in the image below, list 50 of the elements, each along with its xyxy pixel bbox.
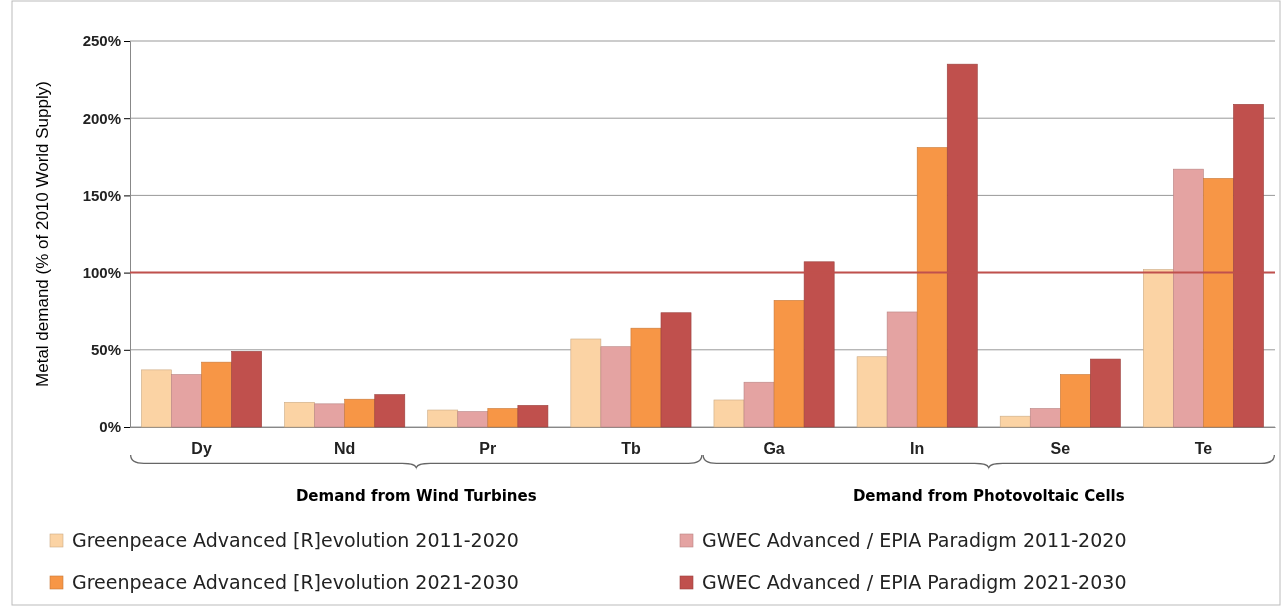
bar — [660, 312, 692, 428]
bar — [427, 409, 459, 428]
legend-label: GWEC Advanced / EPIA Paradigm 2021-2030 — [702, 571, 1127, 593]
bar — [344, 398, 376, 428]
bar — [141, 369, 172, 428]
bar — [231, 351, 262, 428]
bar — [916, 147, 948, 428]
bar — [886, 311, 918, 428]
x-tick-label: Te — [1194, 440, 1213, 458]
bar — [999, 415, 1031, 428]
bar — [517, 405, 549, 428]
legend-label: Greenpeace Advanced [R]evolution 2021-2030 — [72, 571, 519, 593]
y-tick-label: 150% — [82, 186, 121, 204]
y-axis-title: Metal demand (% of 2010 World Supply) — [33, 81, 52, 387]
legend-label: Greenpeace Advanced [R]evolution 2011-2020 — [72, 529, 519, 551]
x-tick-label: Se — [1050, 440, 1071, 458]
bar — [1090, 358, 1121, 428]
x-tick-label: Tb — [621, 440, 641, 458]
bar — [487, 408, 519, 428]
x-tick-label: Ga — [763, 440, 785, 458]
bar — [713, 399, 745, 428]
bar — [743, 381, 775, 428]
text: Demand from Wind Turbines — [295, 487, 537, 505]
text: Demand from Photovoltaic Cells — [852, 487, 1125, 505]
bar — [600, 346, 632, 428]
bar — [201, 361, 232, 428]
y-tick-label: 0% — [99, 418, 121, 436]
bar — [570, 338, 602, 428]
y-tick-label: 200% — [82, 109, 121, 127]
bar — [1203, 178, 1234, 428]
bar — [856, 356, 888, 428]
x-tick-label: In — [910, 440, 925, 458]
bar — [1029, 408, 1061, 428]
bar — [1060, 374, 1091, 428]
y-tick-label: 100% — [82, 263, 121, 281]
bar — [1143, 269, 1174, 428]
x-tick-label: Nd — [334, 440, 356, 458]
y-tick-label: 250% — [82, 32, 121, 50]
bar — [284, 402, 315, 428]
bar — [457, 411, 489, 428]
bar — [171, 374, 202, 428]
y-tick-label: 50% — [90, 341, 121, 359]
x-tick-label: Dy — [191, 440, 212, 458]
bar — [630, 327, 662, 428]
bar — [773, 300, 805, 428]
bar — [1173, 168, 1204, 428]
bar — [314, 403, 345, 428]
legend-label: GWEC Advanced / EPIA Paradigm 2011-2020 — [702, 529, 1127, 551]
bar — [374, 394, 406, 428]
x-tick-label: Pr — [479, 440, 497, 458]
